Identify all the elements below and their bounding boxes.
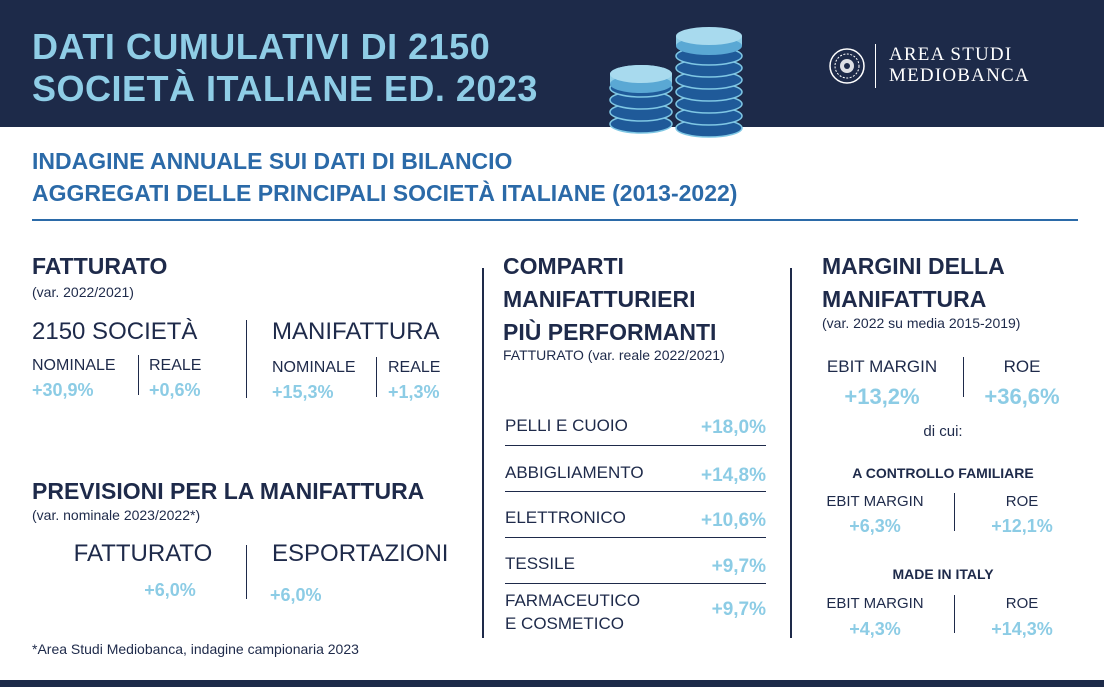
logo-line-2: MEDIOBANCA: [889, 65, 1030, 86]
comparto-row: PELLI E CUOIO +18,0%: [505, 414, 766, 446]
societa-label: 2150 SOCIETÀ: [32, 318, 198, 345]
comparto-label-line-2: E COSMETICO: [505, 614, 625, 633]
manifattura-reale-value: +1,3%: [388, 382, 440, 402]
made-in-italy-roe-label: ROE: [1005, 595, 1039, 612]
subtitle-line-1: INDAGINE ANNUALE SUI DATI DI BILANCIO: [32, 148, 513, 174]
comparto-underline: [505, 583, 766, 584]
manifattura-label: MANIFATTURA: [272, 318, 440, 345]
previsioni-fatturato-label: FATTURATO: [73, 540, 213, 567]
comparti-title-line-3: PIÙ PERFORMANTI: [503, 319, 717, 345]
familiare-title: A CONTROLLO FAMILIARE: [852, 465, 1034, 481]
familiare-roe-label: ROE: [1005, 493, 1039, 510]
comparto-value: +9,7%: [711, 599, 766, 620]
made-in-italy-roe-value: +14,3%: [991, 619, 1053, 639]
column-divider-2: [790, 268, 792, 638]
title-line-2: SOCIETÀ ITALIANE ED. 2023: [32, 68, 538, 109]
comparto-underline: [505, 491, 766, 492]
societa-reale-label: REALE: [149, 357, 202, 374]
comparti-title-line-1: COMPARTI: [503, 253, 624, 279]
comparto-underline: [505, 537, 766, 538]
margini-title: MARGINI DELLA MANIFATTURA: [822, 250, 1005, 316]
societa-divider: [138, 355, 139, 395]
comparti-title-line-2: MANIFATTURIERI: [503, 286, 696, 312]
logo-line-1: AREA STUDI: [889, 44, 1013, 65]
logo-text: AREA STUDI MEDIOBANCA: [889, 44, 1030, 86]
comparto-value: +9,7%: [711, 556, 766, 577]
manifattura-reale-label: REALE: [388, 359, 441, 376]
margini-title-line-2: MANIFATTURA: [822, 286, 987, 312]
mediobanca-seal-icon: [829, 48, 865, 84]
fatturato-note: (var. 2022/2021): [32, 284, 134, 300]
manifattura-divider: [376, 357, 377, 397]
margini-ebit-label: EBIT MARGIN: [826, 357, 938, 376]
margini-title-line-1: MARGINI DELLA: [822, 253, 1005, 279]
margini-roe-label: ROE: [1003, 357, 1041, 376]
margini-ebit-value: +13,2%: [844, 384, 920, 409]
footnote: *Area Studi Mediobanca, indagine campion…: [32, 641, 359, 657]
societa-reale-value: +0,6%: [149, 380, 201, 400]
margini-divider: [963, 357, 964, 397]
comparto-row: ABBIGLIAMENTO +14,8%: [505, 461, 766, 493]
footer-bar: [0, 680, 1104, 687]
comparti-note: FATTURATO (var. reale 2022/2021): [503, 347, 725, 363]
familiare-ebit-value: +6,3%: [849, 516, 901, 536]
comparti-title: COMPARTI MANIFATTURIERI PIÙ PERFORMANTI: [503, 250, 716, 349]
familiare-divider: [954, 493, 955, 531]
comparto-label: ABBIGLIAMENTO: [505, 463, 644, 482]
subtitle-rule: [32, 219, 1078, 221]
comparto-row: FARMACEUTICO E COSMETICO +9,7%: [505, 589, 766, 637]
comparto-label: FARMACEUTICO E COSMETICO: [505, 589, 640, 635]
made-in-italy-divider: [954, 595, 955, 633]
margini-note: (var. 2022 su media 2015-2019): [822, 315, 1021, 331]
societa-nominale-value: +30,9%: [32, 380, 94, 400]
margini-di-cui: di cui:: [923, 423, 963, 440]
comparto-label: TESSILE: [505, 554, 575, 573]
previsioni-note: (var. nominale 2023/2022*): [32, 507, 201, 523]
column-divider-1: [482, 268, 484, 638]
title-line-1: DATI CUMULATIVI DI 2150: [32, 26, 491, 67]
previsioni-esportazioni-value: +6,0%: [270, 585, 322, 605]
comparto-label-line-1: FARMACEUTICO: [505, 591, 641, 610]
made-in-italy-ebit-value: +4,3%: [849, 619, 901, 639]
coins-stack-icon: [609, 27, 743, 138]
comparto-label: PELLI E CUOIO: [505, 416, 628, 435]
comparto-row: ELETTRONICO +10,6%: [505, 506, 766, 538]
page-title: DATI CUMULATIVI DI 2150 SOCIETÀ ITALIANE…: [32, 26, 538, 110]
previsioni-fatturato-value: +6,0%: [144, 580, 196, 600]
manifattura-nominale-value: +15,3%: [272, 382, 334, 402]
comparto-value: +18,0%: [701, 417, 766, 438]
societa-nominale-label: NOMINALE: [32, 357, 116, 374]
comparto-value: +14,8%: [701, 465, 766, 486]
fatturato-divider: [246, 320, 247, 398]
previsioni-title: PREVISIONI PER LA MANIFATTURA: [32, 478, 425, 504]
made-in-italy-ebit-label: EBIT MARGIN: [826, 595, 924, 612]
comparto-row: TESSILE +9,7%: [505, 552, 766, 584]
logo-divider: [875, 44, 876, 88]
fatturato-title: FATTURATO: [32, 253, 168, 279]
familiare-roe-value: +12,1%: [991, 516, 1053, 536]
previsioni-esportazioni-label: ESPORTAZIONI: [272, 540, 449, 567]
previsioni-divider: [246, 545, 247, 599]
familiare-ebit-label: EBIT MARGIN: [826, 493, 924, 510]
margini-roe-value: +36,6%: [984, 384, 1060, 409]
manifattura-nominale-label: NOMINALE: [272, 359, 356, 376]
header-banner: [0, 0, 1104, 127]
comparto-value: +10,6%: [701, 510, 766, 531]
subtitle-line-2: AGGREGATI DELLE PRINCIPALI SOCIETÀ ITALI…: [32, 180, 738, 206]
comparto-underline: [505, 445, 766, 446]
made-in-italy-title: MADE IN ITALY: [892, 566, 994, 582]
subtitle: INDAGINE ANNUALE SUI DATI DI BILANCIO AG…: [32, 145, 737, 209]
comparto-label: ELETTRONICO: [505, 508, 626, 527]
